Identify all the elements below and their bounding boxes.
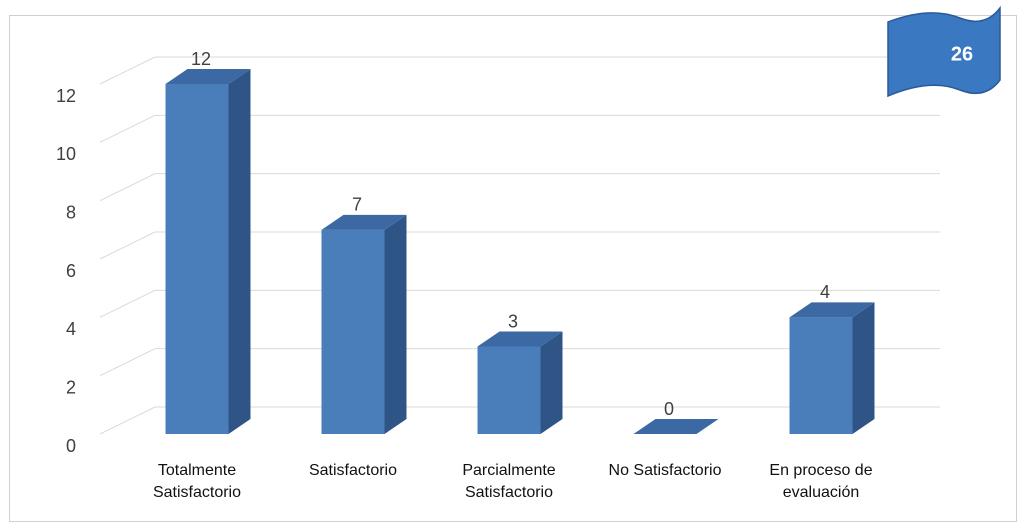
grid-diagonal [99,56,156,85]
grid-diagonal [99,348,156,377]
bar-top [477,331,563,347]
badge: 26 [887,5,1001,98]
grid-diagonal [99,231,156,260]
grid-diagonal [99,173,156,202]
grid-diagonal [99,114,156,143]
grid-diagonal [99,406,156,435]
y-tick-label: 4 [66,319,76,339]
bar-top [633,419,719,434]
bar-side [384,214,407,434]
y-tick-label: 2 [66,377,76,397]
x-tick-label: En proceso de evaluación [769,462,873,501]
value-label: 7 [352,195,362,215]
grid-diagonal [99,289,156,318]
y-tick-label: 6 [66,261,76,281]
badge-text: 26 [951,43,973,65]
value-label: 4 [820,282,830,302]
bar [789,317,853,434]
y-tick-label: 12 [56,86,76,106]
y-tick-label: 8 [66,202,76,222]
x-tick-label: Satisfactorio [308,462,398,479]
bar-side [540,331,563,434]
y-tick-label: 10 [56,144,76,164]
x-tick-label: Totalmente Satisfactorio [152,462,242,501]
value-label: 12 [191,49,211,69]
value-label: 3 [508,311,518,331]
x-tick-label: Parcialmente Satisfactorio [462,462,556,501]
bar-top [321,214,407,230]
bar [477,346,541,434]
bar [321,229,385,434]
value-label: 0 [664,399,674,419]
bar-side [228,69,251,434]
chart-border [9,15,1017,522]
badge-shape [887,5,1001,98]
y-tick-label: 0 [66,436,76,456]
bar-top [165,69,251,84]
x-tick-label: No Satisfactorio [608,462,722,479]
bar-top [789,302,875,318]
bar-side [852,302,875,434]
bar [165,84,229,434]
